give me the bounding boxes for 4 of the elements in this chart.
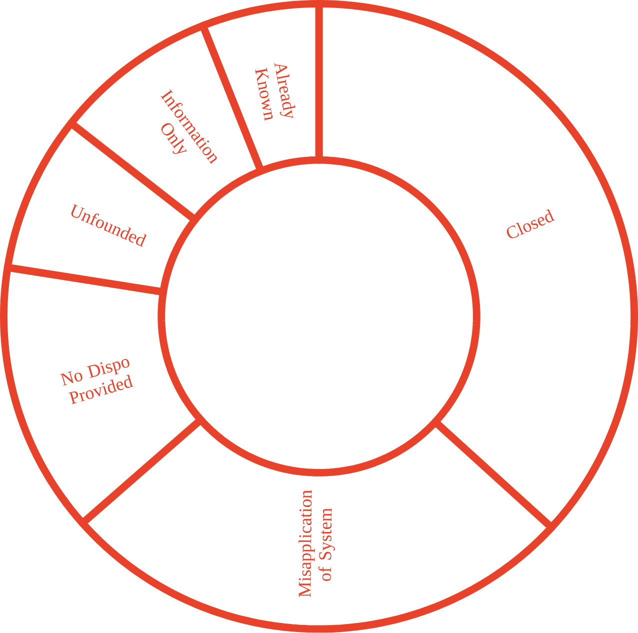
slice-label: Closed bbox=[506, 209, 555, 238]
slice-label: Misapplication of System bbox=[298, 490, 336, 598]
slice-label: No Dispo Provided bbox=[60, 359, 134, 404]
slice-label: Already Known bbox=[255, 63, 296, 122]
